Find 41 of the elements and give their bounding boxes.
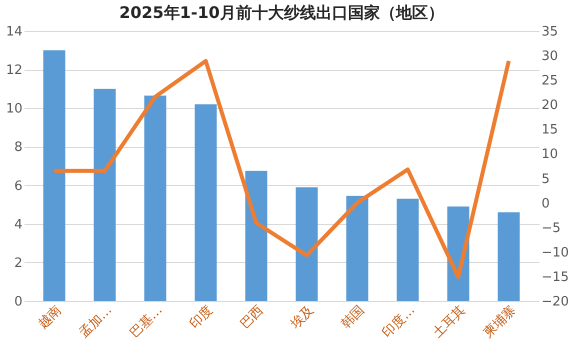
bar [43, 50, 66, 301]
bar [296, 187, 318, 301]
x-tick-label: 巴基… [127, 302, 166, 341]
x-tick-label: 柬埔寨 [480, 302, 520, 341]
y2-tick-label: −10 [542, 245, 569, 260]
x-tick-label: 埃及 [287, 302, 318, 332]
y-tick-label: 2 [14, 256, 22, 271]
y2-tick-label: 10 [542, 147, 558, 162]
y-tick-label: 8 [14, 140, 22, 156]
y2-tick-label: 20 [542, 98, 558, 114]
y2-tick-label: 35 [542, 24, 558, 40]
x-tick-label: 孟加… [76, 302, 116, 341]
bar [245, 170, 268, 301]
y2-tick-label: −5 [542, 220, 561, 236]
x-tick-label: 韩国 [338, 302, 368, 332]
bar [144, 96, 166, 301]
y2-tick-label: 0 [542, 196, 550, 212]
bar [498, 212, 520, 301]
y-tick-label: 4 [14, 217, 22, 232]
y-tick-label: 10 [6, 102, 22, 117]
line-series [52, 58, 511, 279]
y-tick-label: 14 [6, 24, 22, 40]
bar [194, 104, 217, 301]
x-tick-label: 印度… [379, 302, 418, 341]
bar [396, 198, 419, 301]
y-tick-label: 0 [14, 294, 22, 310]
chart-title: 2025年1-10月前十大纱线出口国家（地区） [119, 3, 444, 22]
y2-tick-label: −15 [542, 270, 569, 285]
y-tick-label: 6 [14, 178, 22, 194]
bar [346, 196, 368, 301]
y2-tick-label: −20 [542, 294, 569, 310]
y2-tick-label: 25 [542, 74, 558, 89]
y2-tick-label: 5 [542, 172, 550, 187]
bar [94, 88, 116, 301]
x-tick-label: 土耳其 [430, 302, 469, 341]
x-tick-label: 巴西 [238, 302, 267, 332]
x-tick-label: 越南 [36, 302, 65, 332]
y-tick-label: 12 [6, 63, 22, 78]
x-tick-label: 印度 [186, 302, 216, 332]
y2-tick-label: 30 [542, 49, 558, 64]
y2-tick-label: 15 [542, 122, 558, 138]
